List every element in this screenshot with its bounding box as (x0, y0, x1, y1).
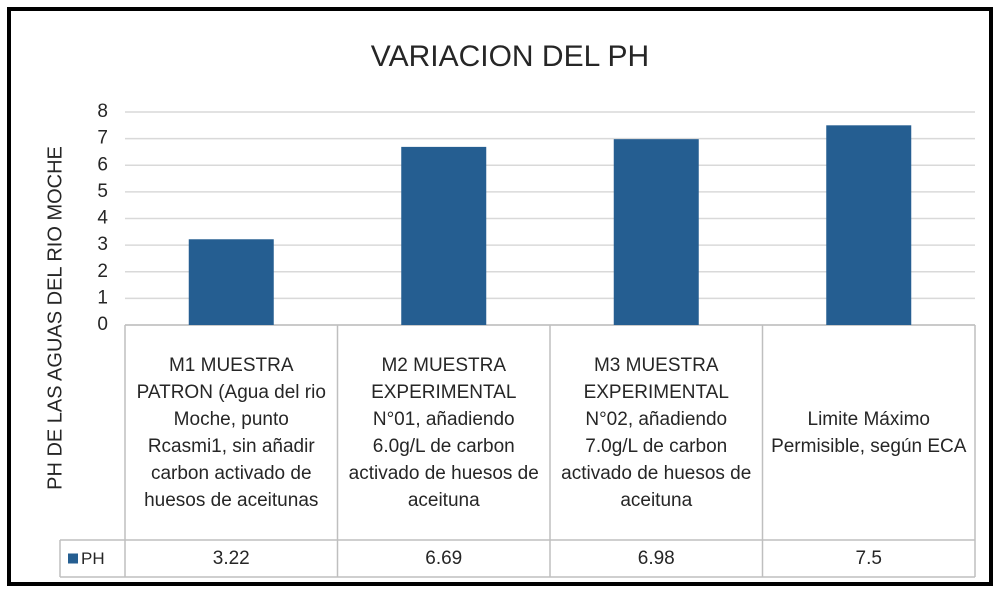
category-label: M3 MUESTRA EXPERIMENTAL N°02, añadiendo … (561, 354, 752, 511)
y-tick-label: 6 (97, 154, 108, 175)
y-tick-label: 5 (97, 181, 108, 202)
y-tick-label: 1 (97, 287, 108, 308)
y-tick-label: 0 (97, 314, 108, 335)
y-tick-label: 4 (97, 208, 108, 229)
table-value: 6.69 (425, 548, 463, 569)
y-tick-label: 3 (97, 234, 108, 255)
table-value: 6.98 (637, 548, 675, 569)
legend-label: PH (81, 549, 105, 568)
y-tick-label: 2 (97, 261, 108, 282)
y-axis-label: PH DE LAS AGUAS DEL RIO MOCHE (44, 146, 66, 490)
table-value: 7.5 (855, 548, 882, 569)
category-label: M1 MUESTRA PATRON (Agua del rio Moche, p… (136, 354, 326, 511)
category-label: M2 MUESTRA EXPERIMENTAL N°01, añadiendo … (348, 354, 539, 511)
category-label: Limite Máximo Permisible, según ECA (771, 408, 967, 457)
bar (401, 146, 487, 325)
bar (826, 125, 912, 325)
table-value: 3.22 (212, 548, 250, 569)
bar (613, 139, 699, 325)
y-tick-label: 8 (97, 101, 108, 122)
bar (188, 239, 274, 325)
legend-swatch (68, 553, 78, 564)
chart-title: VARIACION DEL PH (371, 40, 649, 73)
y-tick-label: 7 (97, 128, 108, 149)
